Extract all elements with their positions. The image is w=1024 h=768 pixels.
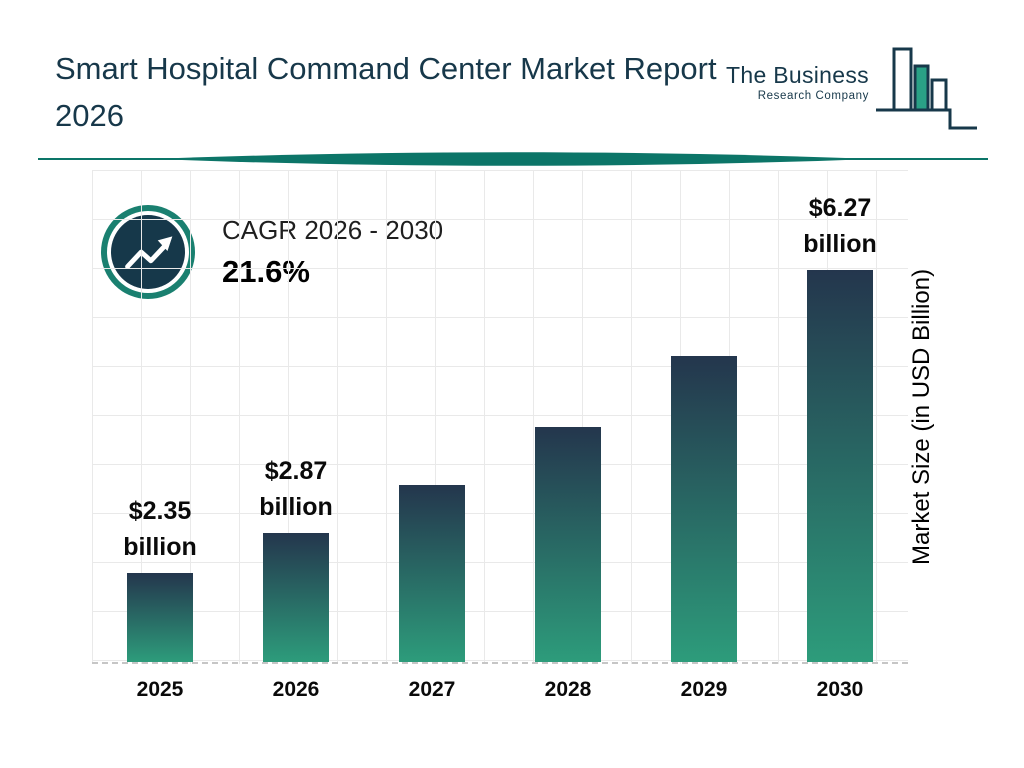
bars-row: $2.35 billion $2.87 billion $6.27 billion — [92, 170, 908, 662]
bar-2026 — [263, 533, 329, 662]
bar-2027 — [399, 485, 465, 662]
x-axis-label-2028: 2028 — [544, 678, 592, 701]
x-axis-label-2029: 2029 — [680, 678, 728, 701]
bar-value-label-2026: $2.87 billion — [259, 453, 333, 526]
x-axis-label-2026: 2026 — [272, 678, 320, 701]
brand-logo-text: The Business Research Company — [726, 62, 869, 102]
x-axis-label-2030: 2030 — [816, 678, 864, 701]
bar-value-unit: billion — [259, 492, 333, 521]
y-axis-title: Market Size (in USD Billion) — [908, 268, 935, 566]
bar-value-unit: billion — [803, 229, 877, 258]
bar-group-2027 — [364, 485, 500, 662]
bar-value-unit: billion — [123, 532, 197, 561]
bar-2028 — [535, 427, 601, 662]
bar-group-2028 — [500, 427, 636, 662]
bar-value-label-2030: $6.27 billion — [803, 190, 877, 263]
page-title: Smart Hospital Command Center Market Rep… — [55, 51, 717, 133]
bar-group-2030: $6.27 billion — [772, 190, 908, 662]
bar-group-2026: $2.87 billion — [228, 453, 364, 662]
bar-group-2025: $2.35 billion — [92, 493, 228, 662]
brand-name-line2: Research Company — [757, 90, 869, 102]
x-axis-label-2027: 2027 — [408, 678, 456, 701]
x-axis-labels: 2025 2026 2027 2028 2029 2030 — [92, 678, 908, 702]
bar-value-amount: $6.27 — [808, 193, 872, 222]
brand-logo: The Business Research Company — [726, 46, 979, 130]
x-axis-label-2025: 2025 — [136, 678, 184, 701]
bar-value-label-2025: $2.35 billion — [123, 493, 197, 566]
brand-name-line1: The Business — [726, 62, 869, 88]
bar-value-amount: $2.35 — [128, 496, 192, 525]
bar-2030 — [807, 270, 873, 662]
chart-plot-area: $2.35 billion $2.87 billion $6.27 billion — [92, 170, 908, 664]
bar-2029 — [671, 356, 737, 662]
bar-value-amount: $2.87 — [264, 456, 328, 485]
divider-line — [38, 152, 988, 166]
bar-group-2029 — [636, 356, 772, 662]
bar-2025 — [127, 573, 193, 662]
bar-chart-logo-icon — [875, 47, 977, 130]
